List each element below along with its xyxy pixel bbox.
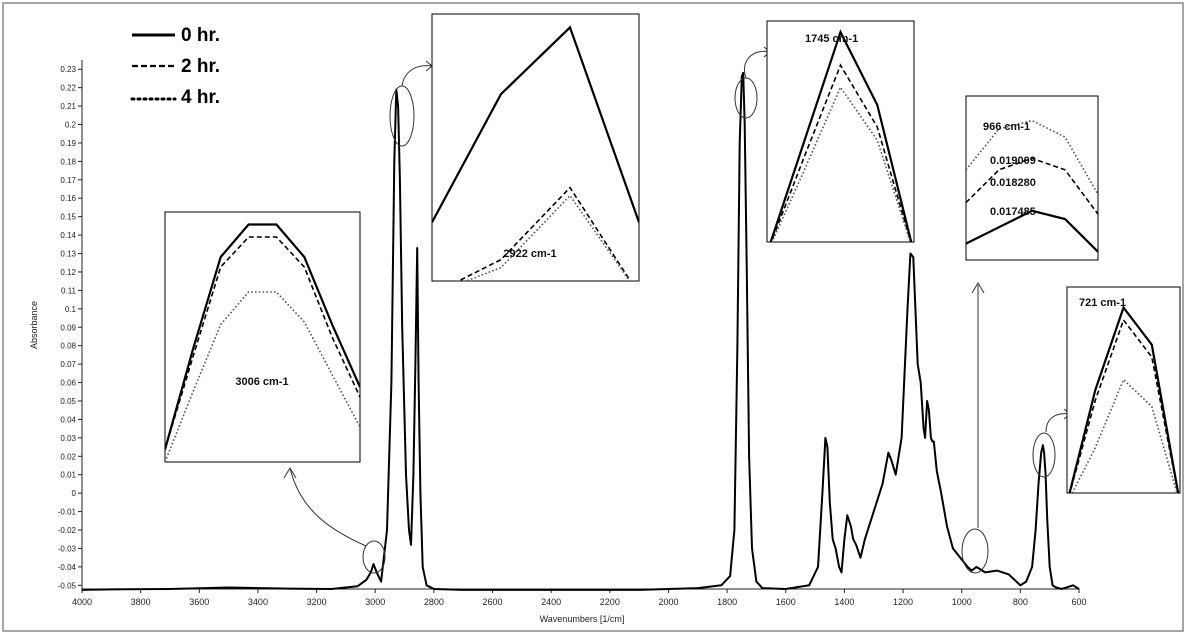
- zoom-inset: 721 cm-1: [1066, 286, 1181, 494]
- x-tick-label: 1200: [893, 597, 913, 607]
- zoom-inset-value-label: 0.017485: [990, 206, 1036, 218]
- zoom-inset-line: [771, 85, 912, 242]
- zoom-inset: 1745 cm-1: [766, 20, 915, 243]
- zoom-inset-frame: [164, 211, 361, 463]
- y-tick-label: 0.04: [60, 415, 76, 424]
- legend-label: 0 hr.: [181, 25, 220, 46]
- annotation-connector: [744, 50, 771, 79]
- y-tick-label: 0.21: [60, 102, 76, 111]
- x-tick-label: 3000: [365, 597, 385, 607]
- series-layer: [81, 71, 1080, 591]
- y-tick-label: 0.11: [61, 286, 77, 295]
- y-tick-label: -0.04: [58, 563, 77, 572]
- zoom-inset: 3006 cm-1: [164, 211, 361, 463]
- y-tick-label: 0.18: [60, 157, 76, 166]
- y-tick-label: 0.22: [60, 84, 76, 93]
- inset-layer: 3006 cm-1 2922 cm-1 1745 cm-1 966 cm-1 0.019…: [164, 13, 1181, 494]
- y-tick-label: 0.15: [60, 213, 76, 222]
- zoom-inset-frame: [1066, 286, 1181, 494]
- x-tick-label: 600: [1071, 597, 1086, 607]
- zoom-inset-line: [432, 25, 639, 223]
- peak-highlight-ellipse: [961, 528, 989, 574]
- zoom-inset-line: [1069, 318, 1179, 493]
- y-tick-label: -0.02: [58, 526, 77, 535]
- y-tick-label: 0.2: [65, 121, 77, 130]
- y-tick-label: 0.1: [65, 305, 77, 314]
- legend-label: 4 hr.: [181, 87, 220, 108]
- zoom-inset: 2922 cm-1: [431, 13, 640, 282]
- zoom-inset-line: [165, 236, 360, 450]
- zoom-inset-line: [769, 29, 913, 242]
- zoom-inset-line: [966, 119, 1098, 195]
- legend: 0 hr. 2 hr. 4 hr.: [130, 25, 220, 108]
- legend-label: 2 hr.: [181, 56, 220, 77]
- y-tick-label: 0: [72, 489, 77, 498]
- zoom-inset-label: 1745 cm-1: [805, 33, 858, 45]
- x-tick-label: 2400: [541, 597, 561, 607]
- y-tick-label: 0.07: [60, 360, 76, 369]
- x-tick-label: 2600: [483, 597, 503, 607]
- x-tick-label: 4000: [72, 597, 92, 607]
- peak-highlight-ellipse: [362, 540, 386, 574]
- y-tick-label: 0.16: [60, 194, 76, 203]
- annotation-arrowhead: [971, 282, 985, 294]
- y-tick-label: 0.01: [60, 471, 76, 480]
- x-tick-label: 2000: [658, 597, 678, 607]
- y-axis-label: Absorbance: [29, 301, 39, 349]
- x-tick-label: 3600: [189, 597, 209, 607]
- y-tick-label: 0.03: [60, 434, 76, 443]
- y-tick-label: 0.13: [60, 250, 76, 259]
- annotation-connector: [401, 65, 433, 87]
- zoom-inset-line: [966, 157, 1098, 215]
- zoom-inset-label: 3006 cm-1: [235, 376, 288, 388]
- zoom-inset-label: 2922 cm-1: [503, 248, 556, 260]
- y-tick-label: 0.06: [60, 379, 76, 388]
- spectrum-line: [81, 71, 1080, 591]
- x-tick-label: 3200: [307, 597, 327, 607]
- zoom-inset-line: [1068, 305, 1180, 493]
- x-tick-label: 3400: [248, 597, 268, 607]
- x-axis-label: Wavenumbers [1/cm]: [540, 614, 625, 624]
- x-tick-label: 1600: [776, 597, 796, 607]
- zoom-inset-label: 721 cm-1: [1079, 297, 1126, 309]
- x-tick-label: 3800: [131, 597, 151, 607]
- y-tick-label: 0.12: [60, 268, 76, 277]
- y-tick-label: 0.02: [60, 452, 76, 461]
- x-tick-label: 1400: [834, 597, 854, 607]
- zoom-inset-line: [966, 209, 1098, 253]
- y-tick-label: -0.03: [58, 544, 77, 553]
- y-tick-label: -0.05: [58, 581, 77, 590]
- x-tick-label: 2200: [600, 597, 620, 607]
- zoom-inset-line: [456, 186, 632, 281]
- y-tick-label: 0.09: [60, 323, 76, 332]
- y-tick-label: 0.05: [60, 397, 76, 406]
- zoom-inset-value-label: 0.019009: [990, 155, 1036, 167]
- zoom-inset-value-label: 0.018280: [990, 177, 1036, 189]
- y-tick-label: 0.19: [60, 139, 76, 148]
- zoom-inset-frame: [431, 13, 640, 282]
- y-axis-ticks: 0.23 0.22 0.21 0.2 0.19 0.18 0.17 0.16 0.15 0.14 0…: [58, 65, 82, 590]
- annotation-connector: [289, 467, 367, 547]
- annotation-arrowhead: [283, 467, 297, 479]
- y-tick-label: 0.08: [60, 342, 76, 351]
- y-tick-label: 0.17: [60, 176, 76, 185]
- zoom-inset-frame: [766, 20, 915, 243]
- x-tick-label: 1800: [717, 597, 737, 607]
- y-tick-label: -0.01: [58, 508, 77, 517]
- x-axis-ticks: 4000 3800 3600 3400 3200 3000 2800 2600 2400 2200…: [72, 589, 1087, 607]
- zoom-inset-line: [165, 223, 360, 450]
- zoom-inset-line: [770, 63, 912, 242]
- y-tick-label: 0.23: [60, 65, 76, 74]
- x-tick-label: 800: [1013, 597, 1028, 607]
- x-tick-label: 2800: [424, 597, 444, 607]
- zoom-inset-line: [165, 291, 360, 462]
- peak-highlight-ellipse: [1032, 432, 1056, 478]
- zoom-inset-label: 966 cm-1: [983, 121, 1030, 133]
- x-tick-label: 1000: [952, 597, 972, 607]
- zoom-inset: 966 cm-1 0.019009 0.018280 0.017485: [965, 95, 1099, 261]
- y-tick-label: 0.14: [60, 231, 76, 240]
